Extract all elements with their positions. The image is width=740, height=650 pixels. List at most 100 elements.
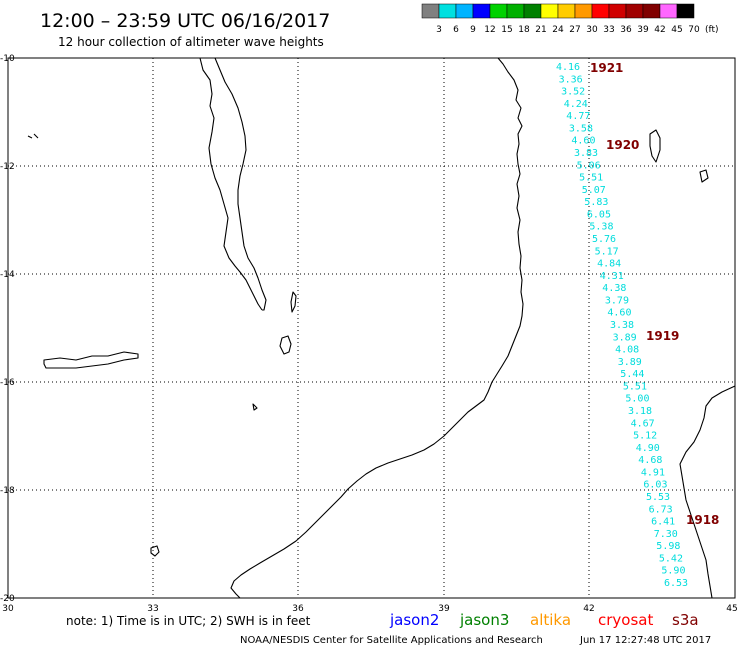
satellite-name: cryosat — [598, 611, 653, 629]
wave-height-value: 3.18 — [628, 406, 652, 417]
wave-height-values: 4.163.363.524.244.773.584.603.835.065.51… — [556, 62, 688, 589]
legend-label: 21 — [535, 25, 546, 35]
wave-height-value: 4.91 — [641, 467, 665, 478]
lon-label: 33 — [147, 604, 158, 614]
wave-height-value: 3.52 — [561, 87, 585, 98]
legend-label: 3 — [436, 25, 442, 35]
legend-label: 30 — [586, 25, 598, 35]
legend-label: 45 — [671, 25, 682, 35]
legend-swatch — [472, 3, 491, 19]
lon-label: 30 — [2, 604, 14, 614]
legend-label: 12 — [484, 25, 495, 35]
wave-height-value: 6.03 — [643, 480, 667, 491]
wave-height-value: 5.00 — [625, 394, 649, 405]
legend-label: 70 — [688, 25, 700, 35]
wave-height-value: 5.44 — [620, 369, 644, 380]
legend-swatch — [659, 3, 678, 19]
legend-label: 15 — [501, 25, 512, 35]
wave-height-value: 4.24 — [564, 99, 588, 110]
lake-malawi-west-shore — [199, 57, 263, 311]
lat-label: -20 — [0, 594, 15, 604]
wave-height-value: 5.83 — [584, 197, 608, 208]
footer-timestamp: Jun 17 12:27:48 UTC 2017 — [579, 635, 711, 646]
pass-label: 1920 — [606, 138, 639, 152]
footer-note: note: 1) Time is in UTC; 2) SWH is in fe… — [66, 614, 311, 628]
pass-label: 1919 — [646, 329, 679, 343]
wave-height-value: 4.67 — [631, 418, 655, 429]
wave-height-value: 3.89 — [613, 332, 637, 343]
wave-height-value: 4.31 — [600, 271, 624, 282]
wave-height-value: 3.89 — [618, 357, 642, 368]
legend-swatch — [489, 3, 508, 19]
lake-mweru-marks — [27, 133, 39, 139]
cahora-bassa-lake — [43, 351, 139, 369]
wave-height-value: 3.36 — [559, 74, 583, 85]
legend-label: 36 — [620, 25, 632, 35]
wave-height-value: 4.77 — [566, 111, 590, 122]
wave-height-value: 6.41 — [651, 517, 675, 528]
wave-height-legend: 3 6 9 12 15 18 21 24 27 30 33 36 39 42 45 70 — [421, 3, 700, 35]
legend-label: 6 — [453, 25, 459, 35]
latitude-labels: -10 -12 -14 -16 -18 -20 — [0, 54, 15, 604]
legend-label: 24 — [552, 25, 564, 35]
wave-height-value: 5.12 — [633, 431, 657, 442]
lon-label: 45 — [726, 604, 737, 614]
pass-labels: 1921 1920 1919 1918 — [590, 61, 719, 527]
legend-swatch — [523, 3, 542, 19]
wave-height-value: 5.90 — [661, 566, 685, 577]
wave-height-value: 6.53 — [664, 578, 688, 589]
wave-height-value: 5.17 — [595, 246, 619, 257]
footer-credit: NOAA/NESDIS Center for Satellite Applica… — [240, 635, 543, 646]
wave-height-value: 4.60 — [571, 136, 595, 147]
map-frame — [7, 57, 736, 599]
legend-label: 33 — [603, 25, 614, 35]
wave-height-value: 3.83 — [574, 148, 598, 159]
satellite-name: jason2 — [389, 611, 439, 629]
legend-swatch — [455, 3, 474, 19]
madagascar-coastline — [679, 385, 736, 599]
wave-height-value: 5.51 — [623, 381, 647, 392]
longitude-labels: 30 33 36 39 42 45 — [2, 604, 737, 614]
wave-height-value: 3.58 — [569, 123, 593, 134]
lon-label: 39 — [438, 604, 450, 614]
legend-unit: (ft) — [705, 25, 719, 35]
legend-swatch — [574, 3, 593, 19]
lake-malombe — [279, 335, 292, 355]
legend-swatch — [421, 3, 440, 19]
wave-height-value: 4.60 — [607, 308, 631, 319]
lat-label: -16 — [0, 378, 15, 388]
map-title: 12:00 – 23:59 UTC 06/16/2017 — [40, 10, 330, 32]
legend-swatch — [540, 3, 559, 19]
wave-height-value: 4.68 — [638, 455, 662, 466]
lake-chilwa — [290, 291, 297, 313]
lake-malawi-east-shore — [214, 57, 267, 311]
wave-height-value: 7.30 — [654, 529, 678, 540]
legend-swatch — [676, 3, 695, 19]
lat-label: -18 — [0, 486, 15, 496]
legend-swatch — [438, 3, 457, 19]
wave-height-value: 3.38 — [610, 320, 634, 331]
wave-height-value: 4.90 — [636, 443, 660, 454]
mainland-coastline — [230, 57, 524, 599]
lon-label: 42 — [583, 604, 594, 614]
legend-swatch — [608, 3, 627, 19]
wave-height-value: 3.79 — [605, 295, 629, 306]
wave-height-value: 5.06 — [577, 160, 601, 171]
wave-height-value: 4.16 — [556, 62, 580, 73]
wave-height-value: 6.05 — [587, 209, 611, 220]
pass-label: 1918 — [686, 513, 719, 527]
legend-swatch — [591, 3, 610, 19]
legend-swatch — [557, 3, 576, 19]
legend-label: 39 — [637, 25, 649, 35]
satellite-name: jason3 — [459, 611, 509, 629]
wave-height-value: 4.38 — [602, 283, 626, 294]
map-subtitle: 12 hour collection of altimeter wave hei… — [58, 35, 324, 49]
lake-mark — [252, 403, 258, 411]
wave-height-value: 4.08 — [615, 345, 639, 356]
lat-label: -14 — [0, 270, 15, 280]
satellite-legend: jason2 jason3 altika cryosat s3a — [389, 611, 699, 629]
legend-label: 27 — [569, 25, 580, 35]
mayotte-island — [649, 129, 661, 163]
wave-height-value: 5.42 — [659, 553, 683, 564]
